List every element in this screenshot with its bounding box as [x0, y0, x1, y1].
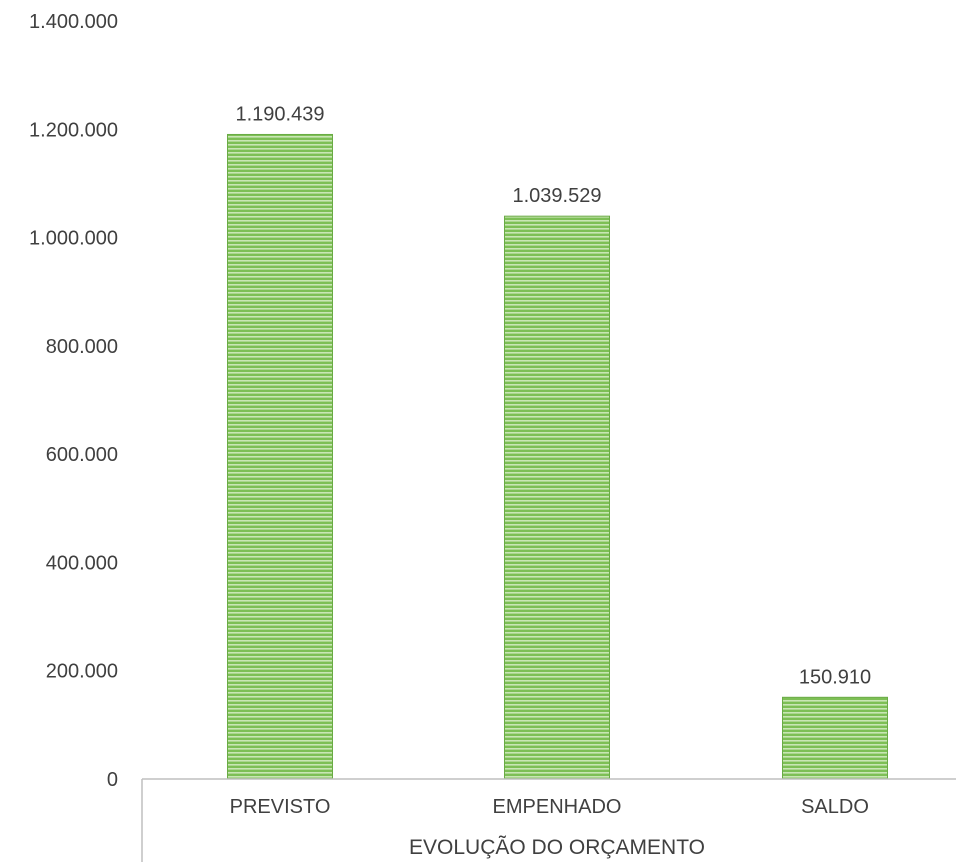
data-label: 1.190.439: [236, 103, 325, 125]
bar-empenhado: [504, 215, 610, 780]
data-label: 150.910: [799, 666, 871, 688]
y-axis-ticks: 0 200.000 400.000 600.000 800.000 1.000.000 1.…: [29, 11, 118, 791]
bar-saldo: [782, 696, 888, 780]
y-tick-label: 0: [107, 769, 118, 791]
bars: [227, 133, 888, 780]
y-tick-label: 1.200.000: [29, 119, 118, 141]
category-labels: PREVISTO EMPENHADO SALDO: [230, 796, 869, 818]
data-label: 1.039.529: [513, 185, 602, 207]
category-label: SALDO: [801, 796, 869, 818]
y-tick-label: 800.000: [46, 336, 118, 358]
x-axis-title: EVOLUÇÃO DO ORÇAMENTO: [409, 835, 705, 859]
y-tick-label: 1.400.000: [29, 11, 118, 33]
axes: [141, 778, 956, 862]
category-label: EMPENHADO: [493, 796, 622, 818]
category-label: PREVISTO: [230, 796, 331, 818]
y-tick-label: 400.000: [46, 552, 118, 574]
data-labels: 1.190.439 1.039.529 150.910: [236, 103, 872, 688]
y-tick-label: 200.000: [46, 661, 118, 683]
y-tick-label: 1.000.000: [29, 228, 118, 250]
bar-previsto: [227, 133, 333, 780]
y-tick-label: 600.000: [46, 444, 118, 466]
